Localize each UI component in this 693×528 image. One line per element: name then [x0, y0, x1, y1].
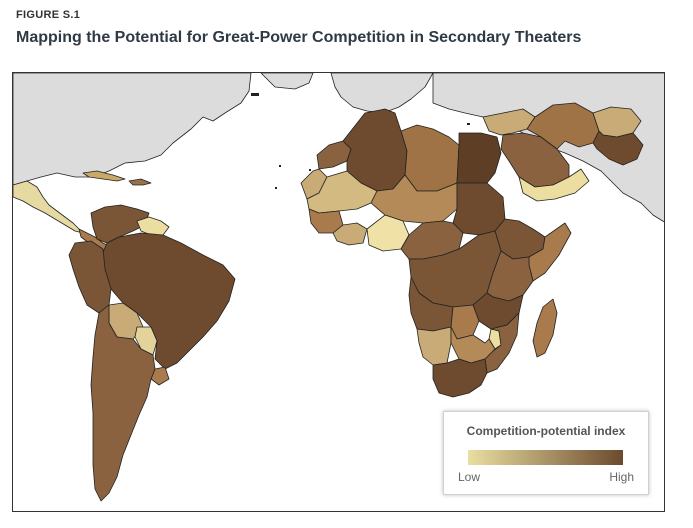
- mozambique-region: [484, 312, 520, 374]
- legend-high-label: High: [609, 470, 634, 484]
- island-mark: [251, 93, 259, 96]
- greenland-land: [260, 73, 314, 90]
- ivory-coast-ghana-region: [332, 222, 368, 246]
- somalia-region: [528, 222, 572, 282]
- colombia-venezuela-region: [90, 204, 150, 244]
- europe-land: [330, 73, 434, 114]
- legend-title: Competition-potential index: [466, 424, 626, 438]
- island-mark: [467, 123, 470, 125]
- morocco-region: [316, 140, 352, 170]
- guianas-region: [136, 216, 170, 236]
- namibia-region: [416, 326, 452, 366]
- island-mark: [309, 169, 311, 171]
- madagascar-region: [532, 298, 558, 358]
- island-mark: [275, 187, 277, 189]
- small-islands: [251, 93, 470, 189]
- cuba-region: [82, 170, 126, 182]
- north-america-land: [13, 73, 252, 186]
- brazil-region: [100, 232, 236, 370]
- south-africa-region: [432, 358, 488, 398]
- egypt-region: [456, 132, 502, 184]
- map-legend: Competition-potential index Low High: [443, 411, 649, 495]
- figure-title: Mapping the Potential for Great-Power Co…: [16, 29, 582, 46]
- island-mark: [279, 165, 281, 167]
- map-frame: [12, 72, 665, 512]
- legend-low-label: Low: [458, 470, 481, 484]
- mexico-region: [13, 180, 84, 234]
- legend-gradient-bar: [468, 450, 623, 465]
- choropleth-map: [13, 73, 664, 502]
- pakistan-region: [592, 130, 644, 166]
- figure-label: FIGURE S.1: [16, 9, 81, 21]
- hispaniola-region: [128, 178, 152, 186]
- chile-argentina-region: [90, 304, 156, 502]
- sudan-region: [452, 182, 506, 236]
- zambia-region: [450, 304, 480, 340]
- botswana-zimbabwe-region: [450, 326, 496, 364]
- yemen-oman-region: [518, 168, 590, 202]
